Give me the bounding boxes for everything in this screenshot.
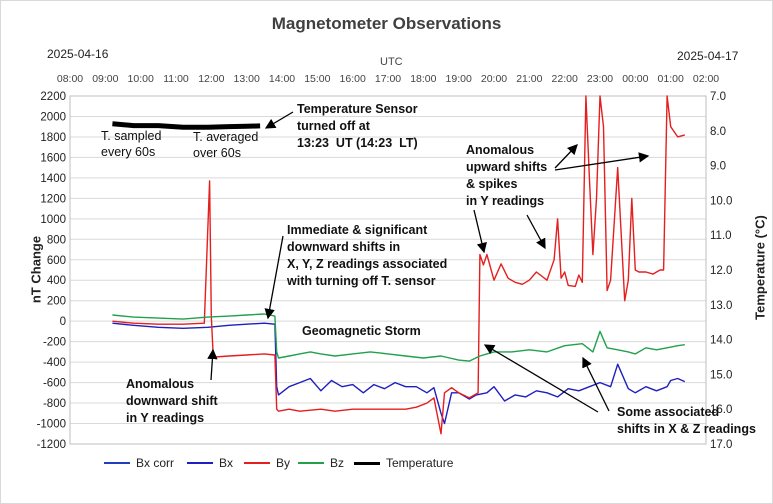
x-tick-label: 23:00 bbox=[587, 73, 613, 85]
annotation-associated-shifts: Some associated shifts in X & Z readings bbox=[617, 405, 756, 436]
y-tick-label: -600 bbox=[43, 378, 66, 390]
y-tick-label: 1400 bbox=[40, 173, 66, 185]
legend-label-by: By bbox=[276, 456, 291, 470]
y-tick-label: 1200 bbox=[40, 193, 66, 205]
x-tick-label: 14:00 bbox=[269, 73, 295, 85]
legend-label-temperature: Temperature bbox=[386, 456, 454, 470]
annotation-t-sampled: T. sampled every 60s bbox=[101, 129, 162, 159]
y2-tick-label: 12.0 bbox=[710, 265, 732, 277]
x-tick-label: 16:00 bbox=[340, 73, 366, 85]
y-tick-label: 600 bbox=[47, 255, 66, 267]
annotation-arrow bbox=[554, 144, 578, 169]
annotation-arrow bbox=[526, 214, 546, 250]
x-tick-label: 15:00 bbox=[304, 73, 330, 85]
annotation-immediate-shifts: Immediate & significant downward shifts … bbox=[287, 223, 448, 288]
y-tick-label: -400 bbox=[43, 357, 66, 369]
legend-swatch-bz bbox=[298, 462, 324, 464]
legend-label-bz: Bz bbox=[330, 456, 345, 470]
annotation-arrow bbox=[582, 356, 610, 412]
x-tick-label: 12:00 bbox=[198, 73, 224, 85]
y-tick-label: 2000 bbox=[40, 111, 66, 123]
x-tick-label: 18:00 bbox=[410, 73, 436, 85]
annotation-downward-shift: Anomalous downward shift in Y readings bbox=[126, 377, 218, 425]
legend-swatch-by bbox=[244, 462, 270, 464]
annotation-t-averaged: T. averaged over 60s bbox=[193, 130, 259, 160]
y-tick-label: 1800 bbox=[40, 132, 66, 144]
legend-item-bx: Bx bbox=[187, 456, 233, 470]
legend-swatch-temperature bbox=[354, 461, 380, 465]
x-tick-label: 02:00 bbox=[693, 73, 719, 85]
legend-item-bz: Bz bbox=[298, 456, 344, 470]
y2-tick-label: 9.0 bbox=[710, 161, 726, 173]
plot-border bbox=[69, 95, 707, 445]
legend-label-bx-corr: Bx corr bbox=[136, 456, 175, 470]
y-tick-label: -1000 bbox=[37, 419, 66, 431]
y-tick-label: -1200 bbox=[37, 439, 66, 451]
x-tick-label: 01:00 bbox=[658, 73, 684, 85]
x-tick-label: 20:00 bbox=[481, 73, 507, 85]
x-tick-label: 19:00 bbox=[446, 73, 472, 85]
legend-swatch-bx bbox=[187, 462, 213, 464]
x-tick-label: 13:00 bbox=[234, 73, 260, 85]
y2-tick-label: 14.0 bbox=[710, 335, 732, 347]
y-tick-label: 1000 bbox=[40, 214, 66, 226]
chart-title: Magnetometer Observations bbox=[271, 14, 502, 33]
annotation-arrow bbox=[483, 344, 599, 413]
annotation-arrow bbox=[264, 235, 284, 320]
y-tick-label: -800 bbox=[43, 398, 66, 410]
y-tick-label: 0 bbox=[60, 316, 66, 328]
y2-tick-label: 17.0 bbox=[710, 439, 732, 451]
y2-tick-label: 7.0 bbox=[710, 91, 726, 103]
y2-tick-label: 16.0 bbox=[710, 404, 732, 416]
legend-item-temperature: Temperature bbox=[354, 456, 453, 470]
x-tick-label: 00:00 bbox=[622, 73, 648, 85]
y-tick-label: 2200 bbox=[40, 91, 66, 103]
y-tick-label: 400 bbox=[47, 275, 66, 287]
x-tick-label: 17:00 bbox=[375, 73, 401, 85]
y2-tick-label: 15.0 bbox=[710, 369, 732, 381]
y-tick-label: 200 bbox=[47, 296, 66, 308]
annotation-arrow bbox=[473, 209, 487, 254]
legend-item-bx-corr: Bx corr bbox=[104, 456, 174, 470]
series-line-temperature bbox=[112, 121, 261, 130]
x-top-label: UTC bbox=[380, 56, 403, 68]
x-tick-label: 10:00 bbox=[128, 73, 154, 85]
y2-tick-label: 8.0 bbox=[710, 126, 726, 138]
date-left: 2025-04-16 bbox=[47, 47, 109, 61]
series-line-by bbox=[112, 95, 685, 435]
x-tick-label: 21:00 bbox=[516, 73, 542, 85]
annotation-sensor-off: Temperature Sensor turned off at 13:23 U… bbox=[297, 102, 418, 150]
legend-item-by: By bbox=[244, 456, 290, 470]
annotation-arrow bbox=[264, 111, 294, 129]
x-tick-label: 09:00 bbox=[92, 73, 118, 85]
legend-label-bx: Bx bbox=[219, 456, 234, 470]
y-tick-label: -200 bbox=[43, 337, 66, 349]
annotation-arrow bbox=[207, 348, 218, 381]
x-tick-label: 22:00 bbox=[552, 73, 578, 85]
series-line-bz bbox=[112, 313, 685, 362]
x-tick-label: 11:00 bbox=[163, 73, 189, 85]
legend-swatch-bx-corr bbox=[104, 462, 130, 464]
annotation-arrow bbox=[554, 152, 650, 171]
y2-tick-label: 13.0 bbox=[710, 300, 732, 312]
date-right: 2025-04-17 bbox=[677, 49, 739, 63]
y2-tick-label: 10.0 bbox=[710, 195, 732, 207]
y-tick-label: 800 bbox=[47, 234, 66, 246]
x-tick-label: 08:00 bbox=[57, 73, 83, 85]
annotation-geomagnetic-storm: Geomagnetic Storm bbox=[302, 324, 421, 338]
annotation-upward-shifts: Anomalous upward shifts & spikes in Y re… bbox=[466, 143, 548, 208]
y-tick-label: 1600 bbox=[40, 152, 66, 164]
y2-tick-label: 11.0 bbox=[710, 230, 732, 242]
